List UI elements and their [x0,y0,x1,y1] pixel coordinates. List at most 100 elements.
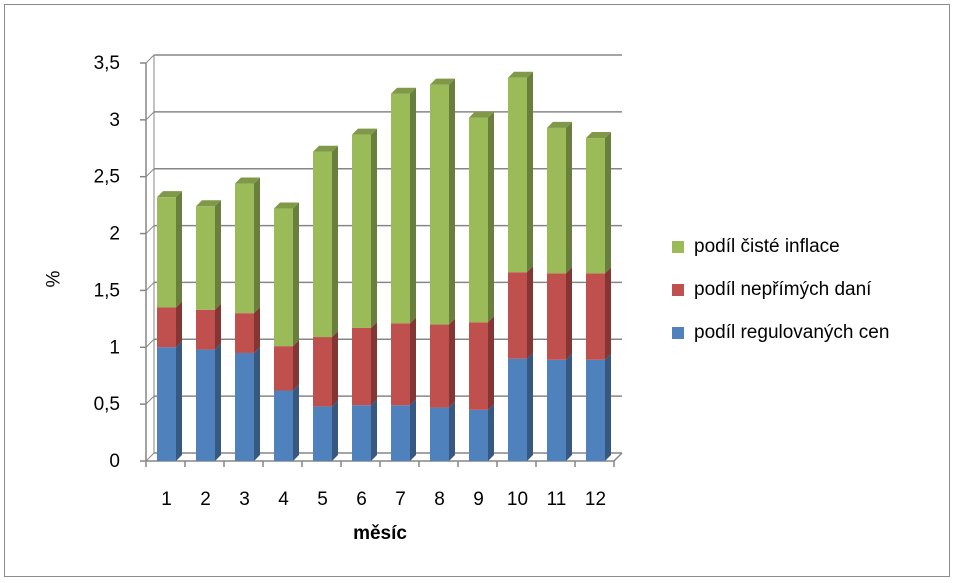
side-wall-line [145,338,155,348]
bar-segment [157,347,176,461]
bar-segment [196,349,215,461]
legend-label-indirect-taxes: podíl nepřímých daní [694,279,872,300]
bar-top [235,177,260,184]
bar-side [293,202,299,347]
bar-top [586,132,611,139]
bar-segment [274,208,293,347]
y-tick-label: 2 [109,224,120,245]
bar-segment [547,273,566,360]
y-tick-label: 3,5 [94,53,120,74]
bar-segment [586,359,605,461]
bar-segment [391,323,410,406]
bar-top [469,111,494,118]
bar-side [527,352,533,461]
bar-segment [274,346,293,391]
bar-side [215,343,221,461]
bar-segment [391,405,410,461]
bar-segment [469,117,488,323]
bar-top [547,121,572,128]
x-tick-label: 2 [200,489,211,510]
bar-segment [313,406,332,461]
bar-side [605,353,611,461]
legend-label-regulated-prices: podíl regulovaných cen [694,322,890,343]
bar-side [605,267,611,360]
floor-edge [613,452,623,462]
bar-side [254,177,260,314]
y-tick-label: 1 [109,337,120,358]
bar-side [566,353,572,461]
x-tick-label: 1 [161,489,172,510]
bar-top [352,128,377,135]
legend-swatch-regulated-prices [672,327,684,339]
bar-segment [196,206,215,310]
bar-side [332,400,338,461]
bar-side [527,71,533,273]
bar-top [196,200,221,207]
bar-segment [547,359,566,461]
bar-side [410,317,416,406]
bar-top [274,202,299,209]
y-tick-label: 2,5 [94,167,120,188]
bar-top [508,71,533,78]
bar-segment [235,183,254,314]
bar-side [371,321,377,406]
y-tick-label: 1,5 [94,280,120,301]
bar-segment [508,77,527,273]
bar-side [449,318,455,408]
bar-side [254,307,260,353]
x-axis-title: měsíc [353,523,407,544]
bar-segment [508,358,527,461]
side-wall-line [145,111,155,121]
x-tick-label: 6 [356,489,367,510]
x-tick-label: 4 [278,489,289,510]
bar-segment [196,309,215,350]
bar-segment [586,273,605,360]
y-tick-label: 3 [109,110,120,131]
x-tick-label: 8 [434,489,445,510]
bar-side [176,301,182,348]
side-wall-line [145,282,155,291]
bar-top [313,145,338,152]
side-wall-line [145,395,155,405]
bar-segment [313,151,332,338]
bar-side [410,87,416,324]
x-tick-label: 9 [473,489,484,510]
bar-side [332,145,338,338]
bar-segment [430,324,449,408]
bar-side [566,121,572,274]
bar-segment [391,93,410,324]
bar-segment [274,390,293,461]
bar-side [449,78,455,325]
bar-top [391,87,416,94]
bar-side [215,200,221,310]
bar-top [157,191,182,198]
bar-segment [352,327,371,406]
bar-segment [469,322,488,410]
bar-side [527,266,533,359]
bar-top [430,78,455,85]
x-tick-label: 12 [585,489,606,510]
bar-side [254,346,260,461]
bar-side [371,128,377,328]
legend-swatch-pure-inflation [672,241,684,253]
x-tick-label: 5 [317,489,328,510]
legend-label-pure-inflation: podíl čisté inflace [694,236,840,257]
x-tick-label: 11 [547,489,567,510]
x-tick-label: 7 [395,489,406,510]
bar-side [371,399,377,461]
y-axis-title: % [43,270,65,288]
side-wall-line [145,225,155,234]
bar-side [449,401,455,461]
bar-segment [235,313,254,353]
bar-side [293,340,299,391]
bar-side [410,399,416,461]
bar-segment [430,407,449,461]
side-wall-line [145,452,155,462]
x-tick-label: 10 [507,489,528,510]
bar-side [176,341,182,461]
bar-side [176,191,182,308]
bar-segment [430,84,449,325]
bar-segment [352,405,371,461]
bar-segment [157,307,176,348]
